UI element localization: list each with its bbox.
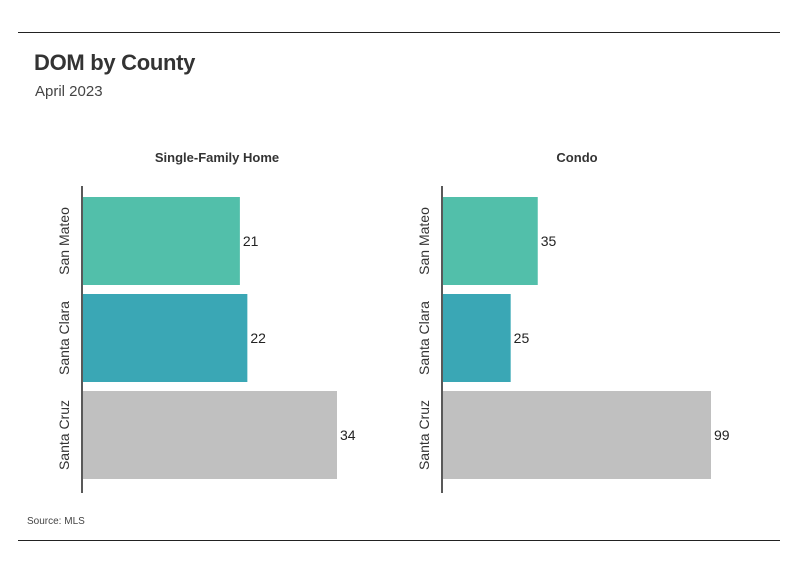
bottom-rule (18, 540, 780, 541)
bar-condo-santa-clara (443, 294, 511, 382)
bar-single-family-home-santa-clara (83, 294, 248, 382)
chart-title: DOM by County (34, 50, 196, 75)
bar-single-family-home-santa-cruz (83, 391, 337, 479)
category-label-condo-santa-cruz: Santa Cruz (416, 400, 432, 470)
value-label-single-family-home-santa-cruz: 34 (340, 427, 356, 443)
panel-title-single-family-home: Single-Family Home (155, 150, 279, 165)
bar-single-family-home-san-mateo (83, 197, 240, 285)
category-label-condo-santa-clara: Santa Clara (416, 301, 432, 375)
category-label-single-family-home-san-mateo: San Mateo (56, 207, 72, 275)
value-label-condo-san-mateo: 35 (541, 233, 557, 249)
category-label-single-family-home-santa-cruz: Santa Cruz (56, 400, 72, 470)
source-note: Source: MLS (27, 516, 85, 527)
category-label-condo-san-mateo: San Mateo (416, 207, 432, 275)
chart-subtitle: April 2023 (35, 83, 103, 100)
top-rule (18, 32, 780, 33)
value-label-single-family-home-santa-clara: 22 (250, 330, 266, 346)
value-label-single-family-home-san-mateo: 21 (243, 233, 259, 249)
bar-condo-santa-cruz (443, 391, 711, 479)
value-label-condo-santa-clara: 25 (514, 330, 530, 346)
category-label-single-family-home-santa-clara: Santa Clara (56, 301, 72, 375)
bar-condo-san-mateo (443, 197, 538, 285)
value-label-condo-santa-cruz: 99 (714, 427, 730, 443)
panel-title-condo: Condo (556, 150, 597, 165)
